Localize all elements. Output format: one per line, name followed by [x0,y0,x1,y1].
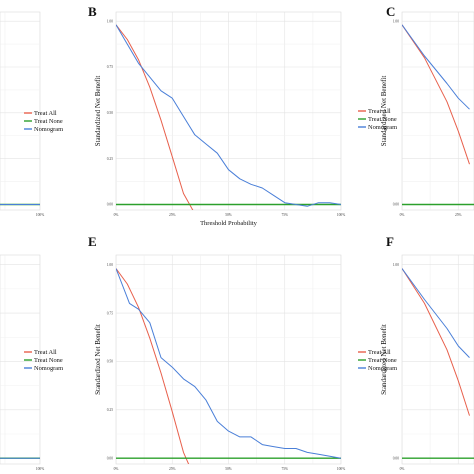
legend-label: Nomogram [368,124,397,131]
x-tick-label: 25% [169,213,176,217]
plot-frame [401,11,474,211]
x-tick-label: 25% [455,213,462,217]
series-line-treat-all [402,24,470,165]
plot-frame [0,11,41,211]
series-group [116,268,341,464]
x-tick-label: 25% [169,467,176,471]
legend-label: Treat None [368,357,397,364]
y-tick-label: 1.00 [393,263,399,267]
series-group [116,24,341,210]
y-tick-label: 0.00 [393,456,399,460]
y-tick-label: 1.00 [393,19,399,23]
series-line-treat-all [116,268,190,464]
series-line-nomogram [402,24,470,110]
x-tick-label: 75% [281,213,288,217]
plot-frame [0,254,41,465]
x-tick-label: 100% [337,467,345,471]
y-tick-label: 0.25 [107,157,113,161]
legend-label: Treat All [34,110,57,117]
legend-label: Treat None [34,118,63,125]
y-tick-label: 0.75 [107,65,113,69]
y-axis-title: Standardized Net Benefit [380,76,388,147]
y-tick-label: 0.00 [107,456,113,460]
plot-frame [401,254,474,465]
series-group [402,24,474,206]
x-tick-label: 100% [337,213,345,217]
y-tick-label: 0.75 [107,311,113,315]
panel-a: 100% [0,11,44,217]
y-tick-label: 0.50 [107,111,113,115]
x-tick-label: 100% [36,467,44,471]
grid [402,12,474,210]
panel-label: C [386,4,395,19]
series-line-nomogram [116,268,341,459]
legend-label: Nomogram [34,365,63,372]
legend-label: Nomogram [368,365,397,372]
legend-label: Treat All [368,349,391,356]
panel-f: 0% 0.00 1.00 Standardized Net Benefit F Treat… [358,234,474,471]
panel-e: 0%25%50%75%100%0.000.250.500.751.00Thres… [24,234,345,471]
y-axis-title: Standardized Net Benefit [380,324,388,395]
legend-label: Treat None [368,116,397,123]
x-tick-label: 100% [36,213,44,217]
panel-d: 100% [0,254,44,471]
y-tick-label: 0.50 [107,360,113,364]
panel-b: 0% 25% 50% 75% 100% 0.00 0.25 0.50 0.75 1.00 Thres… [24,4,345,227]
panel-c: 0% 25% 0.00 1.00 Standardized Net Benefit C Tr… [358,4,474,217]
y-tick-label: 0.00 [393,203,399,207]
x-tick-label: 50% [225,467,232,471]
legend-label: Treat All [368,108,391,115]
x-tick-label: 0% [114,467,119,471]
y-axis-title: Standardized Net Benefit [94,324,102,395]
y-axis-title: Standardized Net Benefit [94,76,102,147]
series-line-nomogram [402,268,470,358]
legend-label: Nomogram [34,126,63,133]
legend-label: Treat All [34,349,57,356]
x-tick-label: 0% [114,213,119,217]
panel-label: E [88,234,97,249]
series-line-treat-all [116,24,194,210]
x-tick-label: 50% [225,213,232,217]
panel-label: F [386,234,394,249]
series-line-treat-all [402,268,470,416]
x-tick-label: 75% [281,467,288,471]
series-group [402,268,474,459]
legend-label: Treat None [34,357,63,364]
y-tick-label: 1.00 [107,19,113,23]
x-tick-label: 0% [400,467,405,471]
x-axis-title: Threshold Probability [200,220,258,227]
series-line-nomogram [116,24,341,207]
x-tick-label: 0% [400,213,405,217]
y-tick-label: 0.25 [107,408,113,412]
panel-label: B [88,4,97,19]
y-tick-label: 0.00 [107,203,113,207]
y-tick-label: 1.00 [107,263,113,267]
